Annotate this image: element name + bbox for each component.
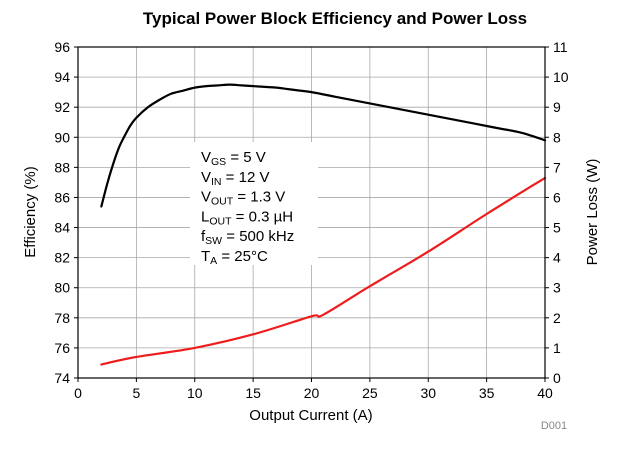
y-right-tick-label: 7 [553,159,561,175]
right-axis-ticks: 0 1 2 3 4 5 6 7 8 9 10 11 [545,39,569,386]
series-group [100,83,547,366]
annotation-box [190,142,318,265]
y-left-tick-label: 74 [54,370,70,386]
annotation-line: VOUT = 1.3 V [201,189,285,208]
y-right-tick-label: 2 [553,310,561,326]
y-left-tick-label: 78 [54,310,70,326]
y-right-tick-label: 3 [553,280,561,296]
y-left-tick-label: 96 [54,39,70,55]
y-left-axis-label: Efficiency (%) [22,166,39,257]
x-axis-ticks: 0 5 10 15 20 25 30 35 40 [74,378,553,401]
y-right-tick-label: 6 [553,189,561,205]
y-left-tick-label: 76 [54,340,70,356]
annotation-line: VIN = 12 V [201,169,269,188]
y-right-axis-label: Power Loss (W) [584,159,601,266]
y-left-tick-label: 92 [54,99,70,115]
y-right-tick-label: 1 [553,340,561,356]
annotation-line: VGS = 5 V [201,149,266,168]
annotation-line: fSW = 500 kHz [201,228,294,247]
x-tick-label: 40 [537,385,553,401]
x-tick-label: 10 [187,385,203,401]
chart-title: Typical Power Block Efficiency and Power… [143,9,527,28]
x-tick-label: 15 [245,385,261,401]
y-left-tick-label: 94 [54,69,70,85]
y-left-tick-label: 80 [54,280,70,296]
y-right-tick-label: 11 [553,39,568,55]
x-tick-label: 25 [362,385,378,401]
figure-code: D001 [541,420,567,432]
efficiency-line [100,83,547,208]
x-tick-label: 20 [304,385,320,401]
x-tick-label: 0 [74,385,82,401]
y-right-tick-label: 8 [553,129,561,145]
annotation-line: TA = 25°C [201,248,268,267]
y-left-tick-label: 86 [54,189,70,205]
annotation-line: LOUT = 0.3 µH [201,208,293,227]
y-right-tick-label: 9 [553,99,561,115]
y-left-tick-label: 84 [54,220,70,236]
y-right-tick-label: 4 [553,250,561,266]
y-right-tick-label: 10 [553,69,569,85]
x-tick-label: 30 [420,385,436,401]
x-tick-label: 5 [132,385,140,401]
power-loss-line [100,176,547,366]
plot-frame [77,46,546,379]
x-axis-label: Output Current (A) [249,407,372,424]
y-left-tick-label: 82 [54,250,70,266]
y-right-tick-label: 5 [553,220,561,236]
y-left-tick-label: 88 [54,159,70,175]
y-right-tick-label: 0 [553,370,561,386]
y-left-tick-label: 90 [54,129,70,145]
x-tick-label: 35 [479,385,495,401]
left-axis-ticks: 74 76 78 80 82 84 86 88 90 92 94 96 [54,39,78,386]
